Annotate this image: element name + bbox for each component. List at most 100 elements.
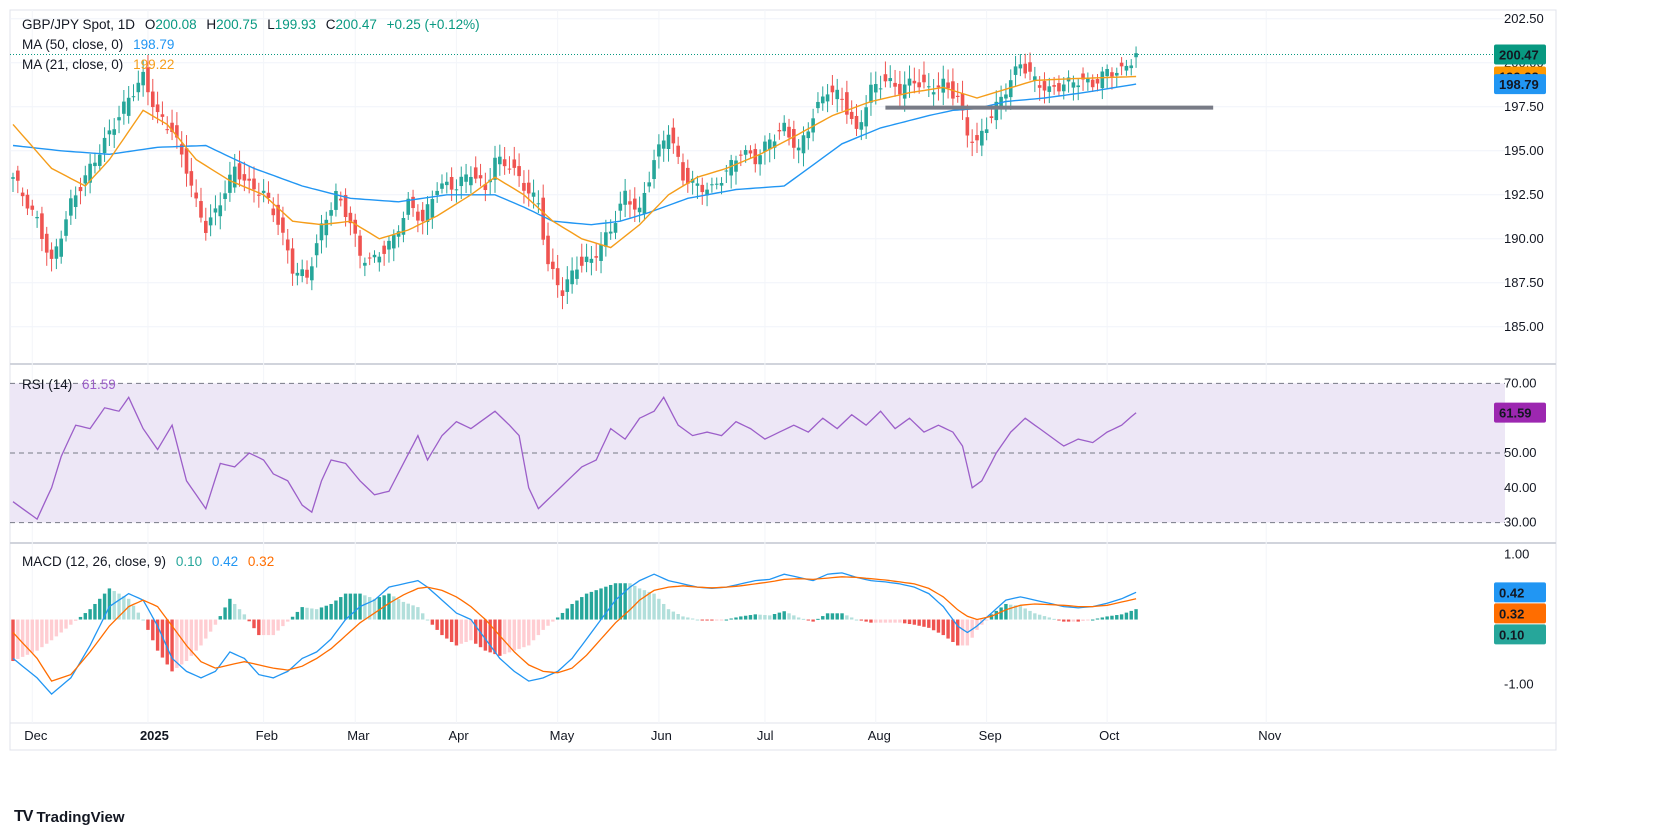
macd-histogram-bar <box>488 619 492 653</box>
macd-histogram-bar <box>464 619 468 643</box>
macd-histogram-bar <box>874 619 878 623</box>
candle-body <box>126 97 131 116</box>
macd-histogram-bar <box>233 603 237 620</box>
candle-body <box>931 92 936 95</box>
candle-body <box>107 130 112 135</box>
candle-body <box>420 209 425 222</box>
rsi-label: RSI (14) <box>22 377 73 392</box>
macd-histogram-bar <box>257 619 261 636</box>
macd-histogram-bar <box>406 603 410 620</box>
macd-histogram-bar <box>271 619 275 636</box>
chart-frame <box>9 9 1557 751</box>
macd-legend[interactable]: MACD (12, 26, close, 9) 0.10 0.42 0.32 <box>22 554 280 569</box>
macd-histogram-bar <box>912 619 917 625</box>
candle-body <box>888 78 893 82</box>
candle-body <box>984 129 989 134</box>
macd-histogram-bar <box>392 596 396 620</box>
candle-body <box>700 184 705 193</box>
candle-body <box>232 166 237 188</box>
macd-histogram-bar <box>580 597 584 620</box>
candle-body <box>242 174 247 181</box>
candle-body <box>387 240 391 250</box>
macd-histogram-bar <box>1071 619 1076 622</box>
macd-histogram-bar <box>83 613 87 620</box>
macd-histogram-bar <box>652 593 656 620</box>
macd-histogram-bar <box>194 619 198 651</box>
change-value: +0.25 (+0.12%) <box>386 17 480 32</box>
candle-body <box>570 270 574 285</box>
macd-histogram-bar <box>507 619 512 653</box>
macd-histogram-bar <box>59 619 63 633</box>
time-tick-label: Feb <box>256 728 278 743</box>
open-label: O <box>144 17 156 32</box>
macd-histogram-bar <box>343 593 348 620</box>
candle-body <box>878 88 883 90</box>
macd-histogram-bar <box>869 619 873 623</box>
price-tick-label: 190.00 <box>1504 231 1544 246</box>
ma50-legend[interactable]: MA (50, close, 0) 198.79 <box>22 37 180 52</box>
macd-histogram-bar <box>88 609 92 620</box>
symbol-title[interactable]: GBP/JPY Spot, 1D <box>22 17 136 32</box>
macd-histogram-bar <box>859 619 864 621</box>
candle-body <box>1105 68 1109 77</box>
candle-body <box>642 192 647 214</box>
macd-histogram-bar <box>35 619 39 651</box>
candle-body <box>917 82 921 88</box>
macd-histogram-bar <box>584 593 589 620</box>
candle-body <box>695 183 700 186</box>
candle-body <box>849 111 854 119</box>
macd-histogram-bar <box>792 615 796 620</box>
candle-body <box>739 154 743 156</box>
candle-body <box>150 91 155 108</box>
macd-tick-label: 1.00 <box>1504 547 1529 562</box>
candle-body <box>560 290 565 296</box>
macd-histogram-bar <box>536 619 541 636</box>
candle-body <box>946 82 950 89</box>
candle-body <box>777 129 782 132</box>
macd-histogram-bar <box>715 619 719 621</box>
candle-body <box>40 213 44 239</box>
macd-histogram-bar <box>16 619 20 659</box>
candle-body <box>136 82 141 93</box>
candle-body <box>555 268 560 286</box>
candle-body <box>1047 86 1052 92</box>
candle-body <box>782 122 786 132</box>
candle-body <box>748 150 753 154</box>
macd-tick-label: -1.00 <box>1504 676 1534 691</box>
ma21-legend[interactable]: MA (21, close, 0) 199.22 <box>22 57 180 72</box>
macd-histogram-bar <box>78 616 83 620</box>
candle-body <box>411 196 415 209</box>
candle-body <box>348 212 353 224</box>
macd-histogram-bar <box>801 618 806 620</box>
candle-body <box>223 193 227 199</box>
macd-histogram-bar <box>888 619 892 623</box>
candle-body <box>324 219 329 236</box>
macd-histogram-bar <box>907 619 912 625</box>
candle-body <box>117 117 121 121</box>
candle-body <box>724 170 729 172</box>
macd-histogram-bar <box>1134 609 1138 620</box>
time-tick-label: Dec <box>24 728 48 743</box>
candle-body <box>825 94 830 102</box>
candle-body <box>854 115 859 129</box>
candle-body <box>329 210 333 216</box>
macd-histogram-bar <box>1100 617 1105 620</box>
candle-body <box>787 126 791 138</box>
macd-histogram-bar <box>777 612 782 620</box>
rsi-legend[interactable]: RSI (14) 61.59 <box>22 377 122 392</box>
candle-body <box>88 163 92 183</box>
macd-histogram-bar <box>180 619 184 665</box>
macd-histogram-bar <box>459 619 463 644</box>
price-tick-label: 185.00 <box>1504 319 1544 334</box>
candle-body <box>820 96 825 104</box>
candle-body <box>1004 94 1008 99</box>
macd-line <box>12 572 1137 696</box>
tradingview-brand[interactable]: TV TradingView <box>14 808 125 826</box>
candle-body <box>816 101 820 109</box>
candle-body <box>608 231 613 234</box>
macd-histogram-bar <box>681 616 685 620</box>
candle-body <box>902 84 907 99</box>
candle-body <box>1076 85 1081 88</box>
candle-body <box>372 254 377 258</box>
